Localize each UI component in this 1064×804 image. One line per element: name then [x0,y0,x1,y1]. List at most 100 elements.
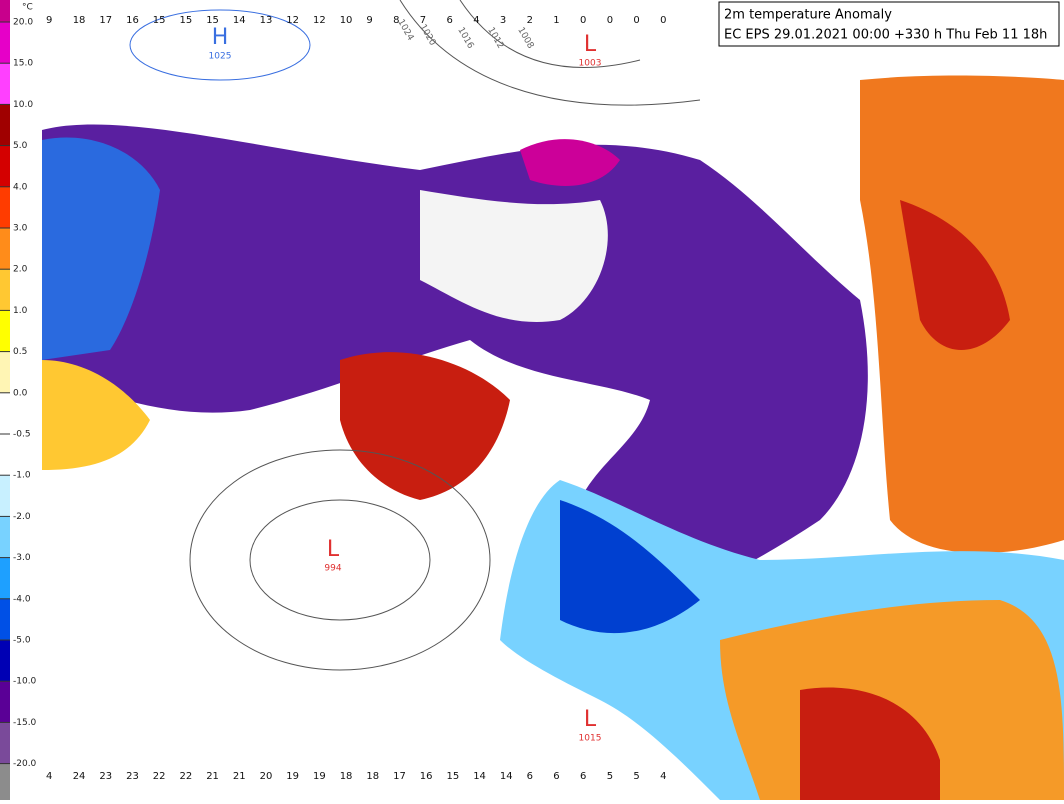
colorbar-label: -3.0 [13,553,31,563]
colorbar-swatch [0,722,10,764]
warm-anomaly-region [340,352,510,500]
anomaly-value: 23 [126,771,139,782]
anomaly-value: 12 [313,15,326,26]
colorbar-swatch [0,475,10,517]
anomaly-value: 16 [126,15,139,26]
warm-anomaly-region [800,687,940,800]
isobar [189,449,491,671]
colorbar-label: 0.0 [13,388,28,398]
pressure-value: 1015 [579,734,602,744]
colorbar-label: -5.0 [13,636,31,646]
anomaly-value: 18 [340,771,353,782]
anomaly-value: 0 [580,15,586,26]
anomaly-value: 19 [313,771,326,782]
anomaly-value: 5 [607,771,613,782]
colorbar-label: 1.0 [13,306,28,316]
colorbar-label: 15.0 [13,59,33,69]
isobar [399,0,701,106]
pressure-value: 1003 [579,59,602,69]
colorbar-label: -20.0 [13,759,37,769]
warm-anomaly-region [42,360,150,470]
isobar [249,499,431,621]
colorbar-label: 3.0 [13,224,28,234]
anomaly-value: 20 [260,771,273,782]
cold-anomaly-region [560,500,700,634]
anomaly-value: 12 [286,15,299,26]
colorbar-label: 0.5 [13,347,27,357]
isobar [129,9,311,81]
anomaly-value: 14 [500,771,513,782]
anomaly-value: 19 [286,771,299,782]
colorbar-swatch [0,145,10,187]
colorbar-swatch [0,310,10,352]
anomaly-value: 0 [660,15,666,26]
anomaly-value: 15 [153,15,166,26]
pressure-letter: L [584,707,597,732]
anomaly-value: 6 [527,771,533,782]
colorbar-label: 10.0 [13,100,33,110]
colorbar-swatch [0,598,10,640]
anomaly-value: 22 [180,771,193,782]
colorbar-swatch [0,63,10,105]
anomaly-value: 18 [366,771,379,782]
anomaly-value: 0 [633,15,639,26]
anomaly-value: 5 [633,771,639,782]
colorbar-swatch [0,22,10,64]
colorbar-label: -10.0 [13,677,37,687]
colorbar-label: 5.0 [13,141,28,151]
anomaly-value: 21 [206,771,219,782]
anomaly-value: 13 [260,15,273,26]
anomaly-value: 4 [660,771,666,782]
colorbar-label: -0.5 [13,430,31,440]
anomaly-value: 7 [420,15,426,26]
colorbar-swatch [0,104,10,146]
colorbar-label: -1.0 [13,471,31,481]
colorbar-swatch [0,681,10,723]
pressure-centers: H 1025 L 1003 L 994 L 1015 [209,25,602,744]
cold-anomaly-region [42,124,868,621]
colorbar-swatch [0,434,10,476]
title-frame [718,1,1060,47]
pressure-value: 1025 [209,52,232,62]
anomaly-value: 15 [206,15,219,26]
colorbar-label: 2.0 [13,265,28,275]
isobar [459,0,641,68]
colorbar-label: -4.0 [13,594,31,604]
pressure-letter: L [584,32,597,57]
anomaly-value: 6 [580,771,586,782]
colorbar-swatch [0,0,10,22]
anomaly-value: 14 [233,15,246,26]
colorbar-swatch [0,763,10,800]
anomaly-value: 14 [473,771,486,782]
colorbar-swatch [0,351,10,393]
anomaly-value: 9 [46,15,52,26]
anomaly-value: 15 [447,771,460,782]
anomaly-value: 8 [393,15,399,26]
anomaly-value: 4 [46,771,52,782]
anomaly-value: 6 [553,771,559,782]
colorbar-swatch [0,557,10,599]
warm-anomaly-region [520,139,620,186]
map-field [42,0,1064,800]
colorbar-swatch [0,640,10,682]
anomaly-grid: 9 18 17 16 15 15 15 14 13 12 12 10 9 8 7 6 4 3 2 1 0 0 0 04 24 23… [46,15,666,782]
anomaly-value: 17 [393,771,406,782]
colorbar-label: 4.0 [13,182,28,192]
anomaly-value: 4 [473,15,479,26]
anomaly-value: 21 [233,771,246,782]
anomaly-value: 2 [527,15,533,26]
anomaly-value: 1 [553,15,559,26]
anomaly-value: 3 [500,15,506,26]
anomaly-value: 24 [73,771,86,782]
pressure-value: 994 [324,564,341,574]
colorbar-swatch [0,392,10,434]
colorbar-swatch [0,186,10,228]
neutral-region [420,190,608,322]
anomaly-value: 0 [607,15,613,26]
colorbar-swatch [0,228,10,270]
anomaly-value: 6 [447,15,453,26]
colorbar-unit: °C [22,3,33,13]
pressure-letter: H [212,25,229,50]
title-box: 2m temperature Anomaly EC EPS 29.01.2021… [718,1,1060,47]
